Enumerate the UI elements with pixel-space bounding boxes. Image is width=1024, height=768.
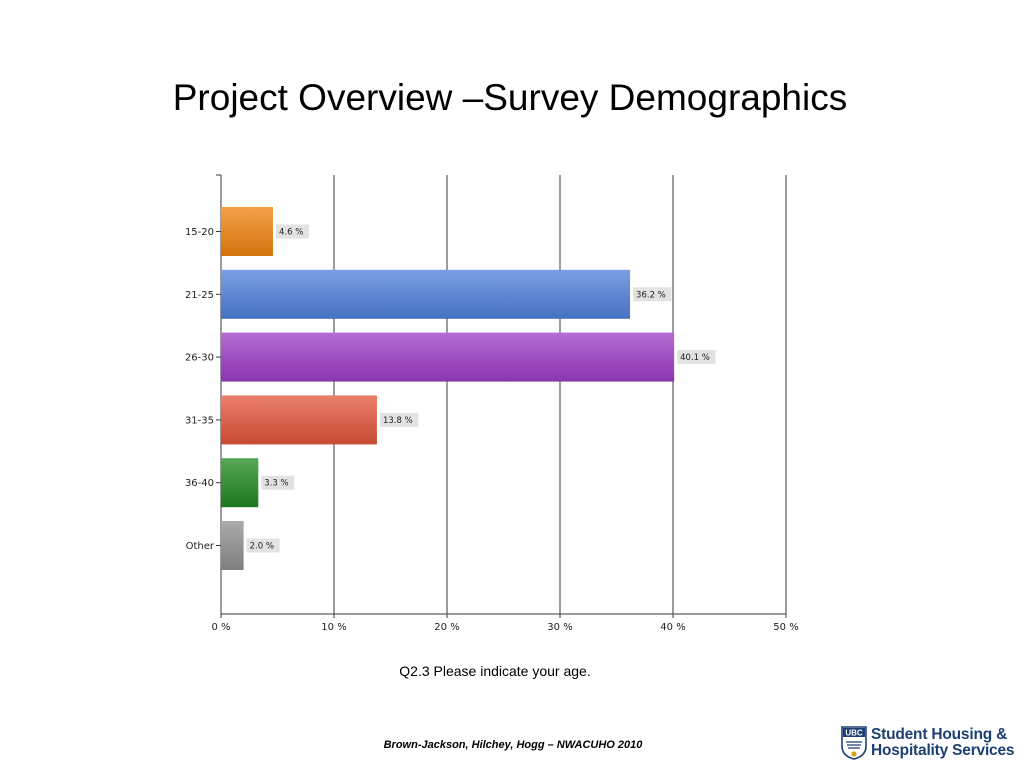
x-tick-label: 30 % [547, 622, 572, 633]
data-label: 3.3 % [264, 479, 288, 489]
y-tick-label: 21-25 [185, 290, 214, 301]
bar-36-40 [221, 458, 259, 508]
logo-line-1: Student Housing & [871, 726, 1008, 743]
slide-title: Project Overview –Survey Demographics [172, 77, 848, 118]
bar-15-20 [221, 207, 273, 256]
bar-26-30 [221, 332, 675, 382]
y-tick-label: Other [186, 541, 215, 552]
data-label: 36.2 % [636, 290, 666, 300]
data-label: 40.1 % [680, 353, 710, 363]
footer-credit: Brown-Jackson, Hilchey, Hogg – NWACUHO 2… [383, 739, 643, 751]
data-label: 2.0 % [250, 542, 274, 552]
bar-21-25 [221, 269, 631, 319]
data-label-bg [379, 412, 419, 427]
logo-line-2: Hospitality Services [871, 742, 1015, 759]
x-tick-label: 50 % [773, 622, 798, 633]
y-tick-label: 15-20 [185, 227, 214, 238]
data-label-bg [261, 475, 295, 490]
y-tick-label: 36-40 [185, 478, 214, 489]
data-label-bg [677, 350, 716, 365]
y-tick-label: 31-35 [185, 415, 214, 426]
x-tick-label: 40 % [660, 622, 685, 633]
ubc-shield-icon: UBC [841, 726, 867, 760]
chart-caption: Q2.3 Please indicate your age. [399, 663, 591, 679]
x-tick-label: 10 % [321, 622, 346, 633]
x-tick-label: 20 % [434, 622, 459, 633]
y-tick-label: 26-30 [185, 353, 214, 364]
logo-wordmark: Student Housing & Hospitality Services [871, 726, 1015, 759]
data-label: 13.8 % [383, 416, 413, 426]
data-label-bg [633, 287, 672, 302]
ubc-logo: UBC Student Housing & Hospitality Servic… [841, 723, 1019, 763]
bar-other [221, 521, 244, 570]
data-label: 4.6 % [279, 228, 303, 238]
bar-31-35 [221, 395, 377, 445]
data-label-bg [246, 538, 280, 553]
data-label-bg [275, 224, 309, 239]
logo-mark-text: UBC [845, 729, 863, 738]
x-tick-label: 0 % [211, 622, 230, 633]
